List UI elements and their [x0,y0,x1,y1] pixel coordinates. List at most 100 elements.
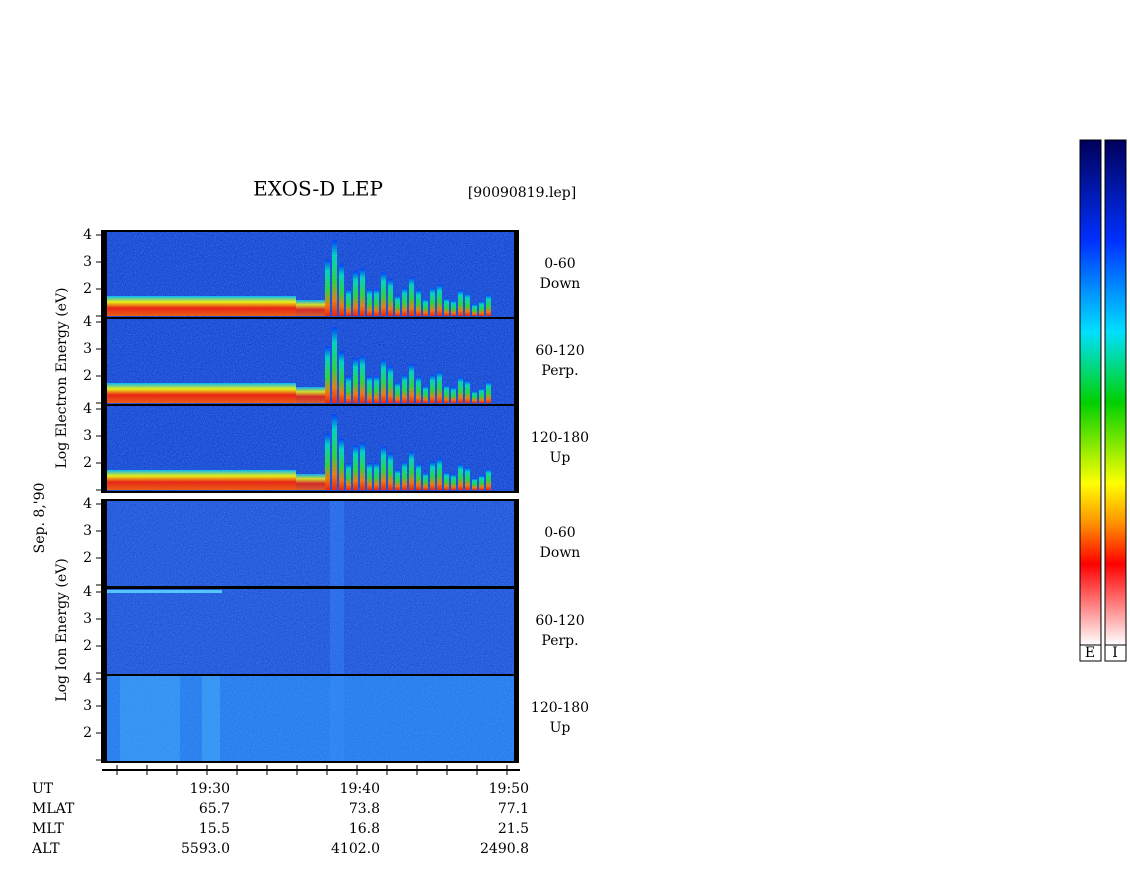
burst [325,433,330,490]
y-tick-label: 3 [83,254,92,270]
panel-range: 0-60 [544,525,575,541]
burst [374,375,379,403]
burst [437,284,442,316]
burst [479,475,484,490]
panel-edge [102,318,107,405]
burst [479,388,484,403]
y-tick-label: 4 [83,584,92,600]
burst [339,351,344,403]
burst [416,376,421,403]
burst [360,355,365,403]
y-tick-label: 2 [83,638,92,654]
panel-edge [514,588,519,675]
burst [444,472,449,490]
colorbar-box [1104,644,1127,662]
burst [486,468,491,490]
orbit-value: 2490.8 [480,841,529,857]
burst [451,300,456,316]
burst [437,371,442,403]
panel-edge [514,318,519,405]
burst [332,414,337,490]
orbit-value: 19:40 [340,781,380,797]
burst [409,277,414,316]
burst [402,287,407,316]
spectrogram-noise [102,675,518,762]
panel-edge [514,675,519,762]
panel-edge [514,500,519,587]
panel-edge [102,500,107,587]
title: EXOS-D LEP [253,177,383,201]
panel-range: 120-180 [531,430,589,446]
burst [367,289,372,316]
burst [353,271,358,316]
orbit-value: 65.7 [199,801,230,817]
y-tick-label: 3 [83,523,92,539]
burst [430,461,435,490]
orbit-value: 16.8 [349,821,380,837]
burst [353,358,358,403]
low-energy-band [106,383,296,403]
panel-range: 0-60 [544,256,575,272]
y-tick-label: 4 [83,496,92,512]
low-energy-band [106,296,296,316]
burst [388,366,393,403]
colorbar-label: E [1085,645,1095,661]
burst [444,298,449,316]
ion-streak [330,588,344,675]
y-tick-label: 4 [83,227,92,243]
ion-streak [330,675,344,762]
burst [339,264,344,316]
orbit-value: 73.8 [349,801,380,817]
y-tick-label: 4 [83,401,92,417]
orbit-label: ALT [31,841,60,857]
colorbar-box [1079,644,1102,662]
burst [402,461,407,490]
burst [388,279,393,316]
ion-line [102,590,222,593]
panel-direction: Down [540,545,581,561]
burst [416,289,421,316]
burst [367,376,372,403]
colorbar-e [1079,139,1102,646]
orbit-value: 4102.0 [331,841,380,857]
burst [325,259,330,316]
burst [339,438,344,490]
orbit-value: 19:30 [190,781,230,797]
file-name: [90090819.lep] [468,185,576,201]
burst [486,381,491,403]
burst [458,290,463,316]
burst [472,304,477,316]
burst [395,295,400,316]
y-tick-label: 3 [83,611,92,627]
burst [325,346,330,403]
y-tick-label: 3 [83,341,92,357]
panel-edge [102,231,107,318]
panel-range: 60-120 [535,343,584,359]
burst [360,268,365,316]
burst [381,446,386,490]
burst [444,385,449,403]
ion-streak [330,500,344,587]
orbit-value: 19:50 [489,781,529,797]
panel-edge [102,588,107,675]
burst [346,289,351,316]
burst [388,453,393,490]
panel-direction: Up [550,720,571,736]
burst [423,298,428,316]
burst [381,359,386,403]
burst [423,472,428,490]
panel-range: 120-180 [531,700,589,716]
spectrogram-noise [102,588,518,675]
burst [479,301,484,316]
burst [451,387,456,403]
burst [395,469,400,490]
y-tick-label: 2 [83,455,92,471]
orbit-value: 15.5 [199,821,230,837]
orbit-value: 21.5 [498,821,529,837]
colorbar-i [1104,139,1127,646]
burst [423,385,428,403]
burst [486,294,491,316]
panel-edge [514,405,519,492]
